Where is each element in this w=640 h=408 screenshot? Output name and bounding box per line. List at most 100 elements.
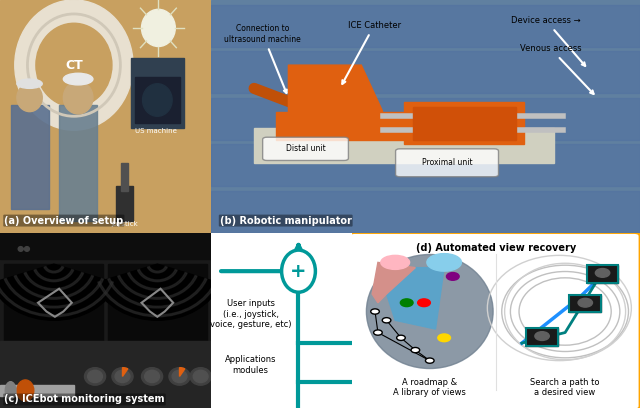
Wedge shape <box>0 282 113 317</box>
Ellipse shape <box>17 380 34 401</box>
Bar <box>587 265 618 283</box>
Circle shape <box>17 84 42 112</box>
Bar <box>11 104 49 209</box>
Bar <box>0 385 74 396</box>
Circle shape <box>88 370 102 383</box>
Text: +: + <box>291 262 307 281</box>
Circle shape <box>397 335 405 340</box>
Ellipse shape <box>366 255 493 368</box>
Text: Joystick: Joystick <box>111 221 138 226</box>
Bar <box>211 51 640 93</box>
Bar <box>4 264 104 341</box>
Circle shape <box>595 268 610 277</box>
Circle shape <box>193 370 208 383</box>
Ellipse shape <box>17 79 42 89</box>
Bar <box>404 102 524 144</box>
Circle shape <box>172 370 187 383</box>
Bar <box>131 58 184 128</box>
Circle shape <box>374 330 382 335</box>
Wedge shape <box>127 273 187 290</box>
Circle shape <box>401 299 413 306</box>
Bar <box>116 186 133 221</box>
Ellipse shape <box>5 382 16 399</box>
Text: Distal unit: Distal unit <box>285 144 325 153</box>
Circle shape <box>371 309 380 314</box>
Circle shape <box>63 82 93 114</box>
Text: ●●: ●● <box>17 244 31 253</box>
Bar <box>0 341 211 408</box>
Circle shape <box>438 334 451 341</box>
Wedge shape <box>98 282 217 317</box>
Circle shape <box>143 84 172 116</box>
Ellipse shape <box>427 254 461 271</box>
Bar <box>0 233 211 259</box>
Text: Device access →: Device access → <box>511 16 585 66</box>
Circle shape <box>282 250 316 292</box>
Bar <box>275 112 404 140</box>
Wedge shape <box>24 273 84 290</box>
Circle shape <box>141 9 175 47</box>
Circle shape <box>112 368 133 385</box>
Wedge shape <box>94 264 221 320</box>
Ellipse shape <box>381 255 410 269</box>
FancyBboxPatch shape <box>262 137 348 160</box>
Bar <box>570 295 601 313</box>
Circle shape <box>190 368 211 385</box>
Wedge shape <box>0 264 117 320</box>
Circle shape <box>578 298 593 307</box>
Text: User inputs
(i.e., joystick,
voice, gesture, etc): User inputs (i.e., joystick, voice, gest… <box>210 299 291 329</box>
Bar <box>59 105 97 221</box>
Bar <box>211 144 640 186</box>
Bar <box>211 98 640 140</box>
Bar <box>108 264 207 341</box>
Text: (c) ICEbot monitoring system: (c) ICEbot monitoring system <box>4 395 164 404</box>
Bar <box>254 128 554 163</box>
Circle shape <box>15 0 133 130</box>
Text: Proximal unit: Proximal unit <box>422 158 472 167</box>
Text: CT: CT <box>65 59 83 72</box>
FancyBboxPatch shape <box>349 233 640 408</box>
Text: (d) Automated view recovery: (d) Automated view recovery <box>416 243 576 253</box>
Circle shape <box>36 23 112 107</box>
Wedge shape <box>4 279 104 308</box>
Circle shape <box>141 368 163 385</box>
Wedge shape <box>44 266 64 273</box>
Wedge shape <box>14 275 93 299</box>
Text: (a) Overview of setup: (a) Overview of setup <box>4 215 124 226</box>
Text: A roadmap &
A library of views: A roadmap & A library of views <box>394 378 466 397</box>
Polygon shape <box>372 262 415 303</box>
Bar <box>211 191 640 233</box>
Circle shape <box>418 299 430 306</box>
Text: ICE Catheter: ICE Catheter <box>342 21 401 84</box>
Circle shape <box>115 370 130 383</box>
FancyBboxPatch shape <box>396 149 499 177</box>
Bar <box>122 163 128 191</box>
Bar <box>413 107 516 140</box>
Circle shape <box>145 370 159 383</box>
Bar <box>211 4 640 47</box>
Circle shape <box>411 348 420 353</box>
Circle shape <box>382 318 391 323</box>
Bar <box>570 295 601 313</box>
Polygon shape <box>289 65 383 112</box>
Circle shape <box>535 332 549 340</box>
Text: Venous access: Venous access <box>520 44 594 94</box>
Bar <box>526 328 558 346</box>
Wedge shape <box>147 266 167 273</box>
Text: Connection to
ultrasound machine: Connection to ultrasound machine <box>224 24 301 93</box>
Wedge shape <box>179 368 185 377</box>
Wedge shape <box>118 275 197 299</box>
Wedge shape <box>108 279 207 308</box>
Ellipse shape <box>63 73 93 85</box>
Text: US machine: US machine <box>135 128 177 133</box>
Text: Applications
modules: Applications modules <box>225 355 276 375</box>
Circle shape <box>447 273 459 280</box>
Polygon shape <box>387 268 444 329</box>
Bar <box>526 328 558 346</box>
Circle shape <box>426 358 434 363</box>
Bar <box>587 265 618 283</box>
Bar <box>135 77 179 123</box>
Circle shape <box>169 368 190 385</box>
Wedge shape <box>138 270 177 282</box>
Text: Search a path to
a desired view: Search a path to a desired view <box>531 378 600 397</box>
